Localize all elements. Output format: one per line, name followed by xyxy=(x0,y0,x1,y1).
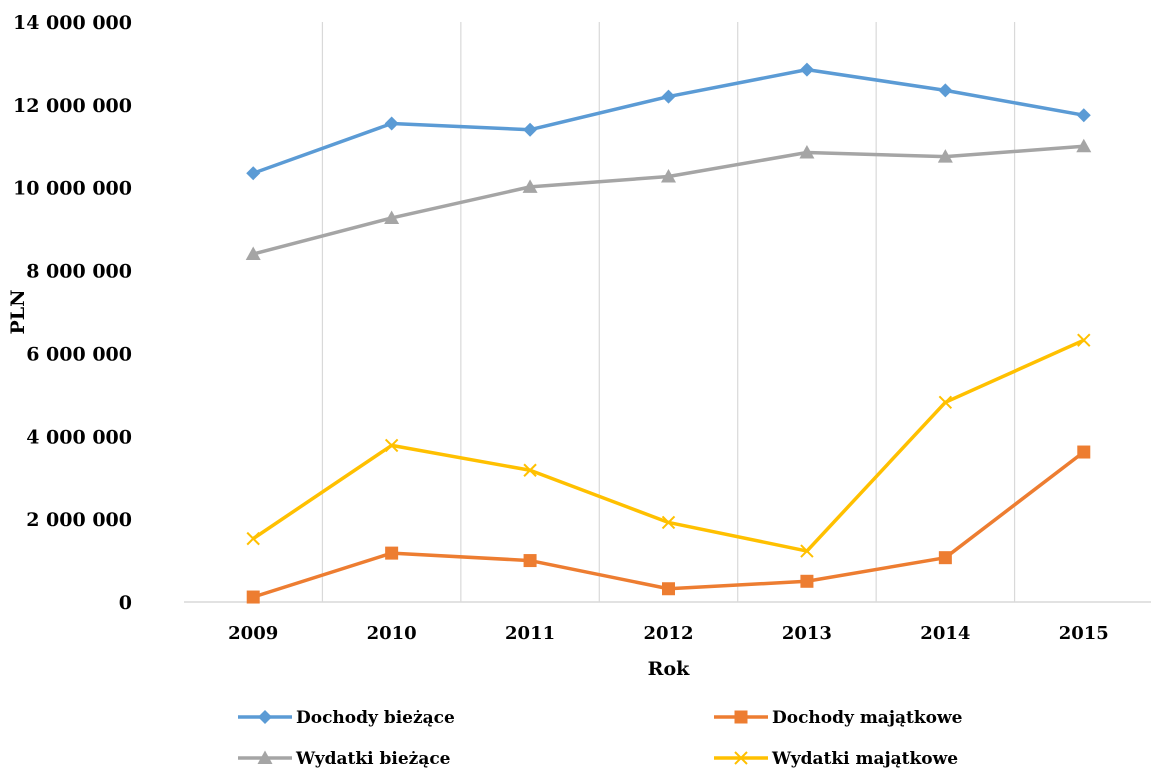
legend-marker xyxy=(734,751,748,765)
legend-label: Dochody bieżące xyxy=(296,708,455,728)
series-1 xyxy=(246,62,1091,181)
x-tick-label: 2014 xyxy=(920,623,970,644)
data-point xyxy=(523,463,537,477)
legend: Dochody bieżące Dochody majątkowe Wydatki … xyxy=(238,708,963,769)
data-point xyxy=(661,89,676,104)
y-tick-label: 10 000 000 xyxy=(13,178,132,200)
data-point xyxy=(522,179,538,193)
y-tick-label: 4 000 000 xyxy=(26,426,132,448)
y-tick-label: 2 000 000 xyxy=(26,509,132,531)
data-point xyxy=(937,149,953,163)
legend-item: Dochody majątkowe xyxy=(714,708,963,728)
series-layer xyxy=(245,62,1092,604)
data-point xyxy=(938,551,952,565)
series-line xyxy=(252,450,1085,599)
data-point xyxy=(800,574,814,588)
x-tick-labels: 2009 2010 2011 2012 2013 2014 2015 xyxy=(228,623,1109,644)
legend-label: Wydatki majątkowe xyxy=(771,749,958,769)
legend-marker xyxy=(734,710,748,724)
series-line xyxy=(252,338,1085,553)
data-point xyxy=(385,546,399,560)
data-point xyxy=(246,166,261,181)
data-point xyxy=(523,554,537,568)
data-point xyxy=(799,62,814,77)
legend-item: Wydatki bieżące xyxy=(238,749,451,769)
legend-item: Wydatki majątkowe xyxy=(714,749,958,769)
data-point xyxy=(523,122,538,137)
data-point xyxy=(1076,108,1091,123)
series-line xyxy=(252,144,1084,256)
legend-marker xyxy=(257,750,273,764)
data-point xyxy=(384,438,399,453)
y-tick-label: 14 000 000 xyxy=(13,12,132,34)
data-point xyxy=(1076,138,1092,153)
data-point xyxy=(799,145,815,159)
data-point xyxy=(661,169,676,183)
data-point xyxy=(384,116,399,131)
data-point xyxy=(800,544,814,558)
x-axis-title: Rok xyxy=(648,658,690,680)
series-3 xyxy=(245,138,1092,260)
data-point xyxy=(384,210,400,224)
data-point xyxy=(661,515,676,530)
y-tick-labels: 0 2 000 000 4 000 000 6 000 000 8 000 000 10 … xyxy=(13,12,132,614)
data-point xyxy=(245,246,261,260)
data-point xyxy=(246,590,260,604)
x-tick-label: 2010 xyxy=(367,623,417,644)
x-tick-label: 2015 xyxy=(1059,623,1109,644)
x-tick-label: 2011 xyxy=(505,623,555,644)
legend-item: Dochody bieżące xyxy=(238,708,455,728)
x-tick-label: 2012 xyxy=(643,623,693,644)
gridlines xyxy=(321,22,1016,602)
x-tick-label: 2013 xyxy=(782,623,832,644)
series-4 xyxy=(246,333,1091,558)
data-point xyxy=(938,83,953,98)
data-point xyxy=(246,531,260,546)
data-point xyxy=(938,395,953,410)
series-2 xyxy=(246,445,1091,604)
legend-label: Dochody majątkowe xyxy=(772,708,963,728)
y-tick-label: 6 000 000 xyxy=(26,343,132,365)
y-axis-title: PLN xyxy=(7,289,29,334)
legend-marker xyxy=(258,710,272,724)
y-tick-label: 0 xyxy=(119,592,132,614)
data-point xyxy=(1077,445,1091,459)
x-tick-label: 2009 xyxy=(228,623,278,644)
y-tick-label: 12 000 000 xyxy=(13,95,132,117)
data-point xyxy=(662,582,675,596)
legend-label: Wydatki bieżące xyxy=(295,749,451,769)
y-tick-label: 8 000 000 xyxy=(26,261,132,283)
data-point xyxy=(1077,333,1091,347)
series-line xyxy=(252,67,1085,175)
